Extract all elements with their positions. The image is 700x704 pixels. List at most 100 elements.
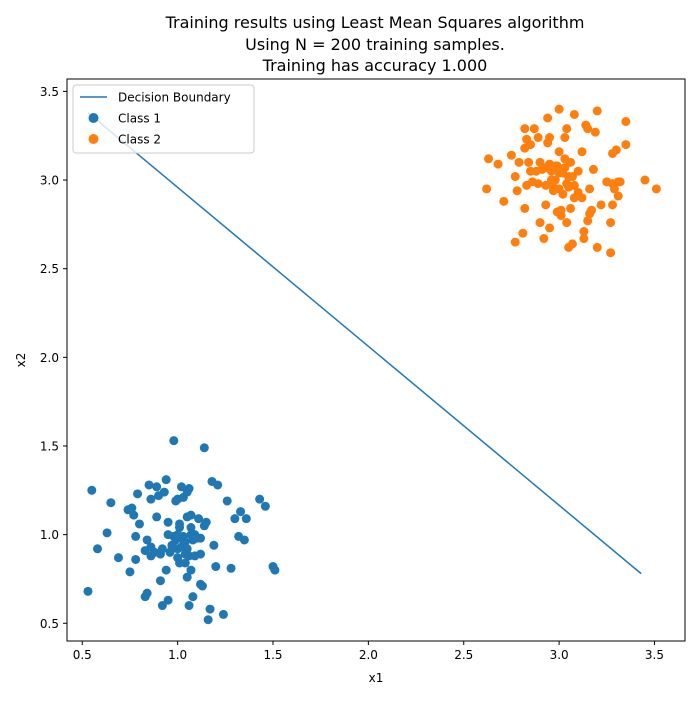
class-2-point bbox=[608, 200, 618, 210]
class-2-point bbox=[615, 177, 625, 187]
class-1-point bbox=[194, 514, 204, 524]
y-tick-label: 1.0 bbox=[40, 528, 59, 542]
y-tick-label: 2.5 bbox=[40, 262, 59, 276]
class-2-point bbox=[541, 180, 551, 190]
class-1-point bbox=[226, 563, 236, 573]
class-2-point bbox=[529, 124, 539, 134]
y-tick-label: 1.5 bbox=[40, 439, 59, 453]
class-1-point bbox=[218, 609, 228, 619]
class-1-point bbox=[199, 443, 209, 453]
class-2-point bbox=[640, 175, 650, 185]
class-2-point bbox=[569, 180, 579, 190]
class-2-point bbox=[543, 113, 553, 123]
class-1-point bbox=[159, 487, 169, 497]
class-2-point bbox=[514, 157, 524, 167]
class-2-point bbox=[506, 150, 516, 160]
class-1-point bbox=[184, 601, 194, 611]
class-1-point bbox=[186, 510, 196, 520]
class-1-point bbox=[157, 544, 167, 554]
class-1-point bbox=[161, 565, 171, 575]
y-tick-label: 0.5 bbox=[40, 617, 59, 631]
class-2-point bbox=[560, 154, 570, 164]
class-1-point bbox=[83, 586, 93, 596]
class-2-point bbox=[554, 168, 564, 178]
class-1-point bbox=[186, 565, 196, 575]
class-1-point bbox=[241, 514, 251, 524]
class-1-point bbox=[106, 498, 116, 508]
class-2-point bbox=[562, 124, 572, 134]
class-1-point bbox=[163, 530, 173, 540]
class-2-point bbox=[564, 172, 574, 182]
class-1-point bbox=[184, 484, 194, 494]
chart-title: Training results using Least Mean Square… bbox=[165, 13, 585, 75]
class-1-point bbox=[142, 588, 152, 598]
class-1-point bbox=[197, 581, 207, 591]
class-1-point bbox=[176, 482, 186, 492]
class-1-point bbox=[209, 540, 219, 550]
class-2-point bbox=[520, 124, 530, 134]
title-line-2: Using N = 200 training samples. bbox=[245, 35, 505, 54]
class-2-point bbox=[554, 147, 564, 157]
class-2-point bbox=[569, 193, 579, 203]
class-1-point bbox=[131, 554, 141, 564]
class-1-point bbox=[196, 549, 206, 559]
class-2-point bbox=[569, 109, 579, 119]
class-1-point bbox=[127, 503, 137, 513]
plot-frame bbox=[66, 78, 686, 642]
class-2-point bbox=[585, 184, 595, 194]
class-1-point bbox=[155, 576, 165, 586]
x-tick-label: 2.0 bbox=[359, 648, 378, 662]
class-1-point bbox=[134, 519, 144, 529]
class-1-point bbox=[260, 501, 270, 511]
class-2-point bbox=[573, 166, 583, 176]
class-1-point bbox=[182, 572, 192, 582]
x-axis-label: x1 bbox=[369, 671, 384, 685]
class-2-point bbox=[524, 157, 534, 167]
plot-area bbox=[83, 104, 661, 625]
class-2-point bbox=[526, 140, 535, 150]
class-1-point bbox=[178, 535, 188, 545]
class-1-point bbox=[180, 558, 190, 568]
x-tick-label: 3.0 bbox=[550, 648, 569, 662]
title-line-3: Training has accuracy 1.000 bbox=[262, 56, 488, 75]
class-2-point bbox=[535, 157, 545, 167]
class-2-point bbox=[541, 200, 551, 210]
class-1-point bbox=[163, 517, 173, 527]
class-2-point bbox=[579, 226, 589, 236]
class-2-point bbox=[583, 124, 593, 134]
x-axis-ticks: 0.5 1.0 1.5 2.0 2.5 3.0 3.5 bbox=[73, 641, 664, 662]
class-2-point bbox=[596, 200, 606, 210]
class-1-point bbox=[190, 530, 200, 540]
title-line-1: Training results using Least Mean Square… bbox=[165, 13, 585, 32]
class-2-point bbox=[567, 239, 577, 249]
class-2-point bbox=[482, 184, 492, 194]
class-1-point bbox=[157, 601, 167, 611]
class-2-point bbox=[590, 127, 600, 137]
class-2-point bbox=[613, 191, 623, 201]
y-axis-ticks: 0.5 1.0 1.5 2.0 2.5 3.0 3.5 bbox=[40, 85, 67, 631]
class-2-point bbox=[606, 218, 616, 228]
class-1-point bbox=[146, 494, 156, 504]
class-1-point bbox=[93, 544, 103, 554]
x-tick-label: 1.0 bbox=[168, 648, 187, 662]
class-1-point bbox=[182, 544, 192, 554]
class-2-point bbox=[533, 179, 543, 189]
class-1-point bbox=[133, 489, 143, 499]
class-2-point bbox=[560, 163, 570, 173]
class-2-point bbox=[533, 133, 543, 143]
class-1-point bbox=[270, 565, 280, 575]
class-2-point bbox=[558, 189, 568, 199]
class-2-point bbox=[484, 154, 494, 164]
class-2-point bbox=[510, 172, 520, 182]
class-1-point bbox=[102, 528, 112, 538]
class-2-point bbox=[577, 193, 587, 203]
class-2-point bbox=[579, 234, 589, 244]
class-2-point bbox=[512, 186, 522, 196]
class-2-point bbox=[518, 228, 528, 238]
class-1-point bbox=[163, 595, 173, 605]
class-2-point bbox=[520, 203, 530, 213]
class-1-point bbox=[152, 512, 162, 522]
class-1-point bbox=[169, 436, 179, 446]
